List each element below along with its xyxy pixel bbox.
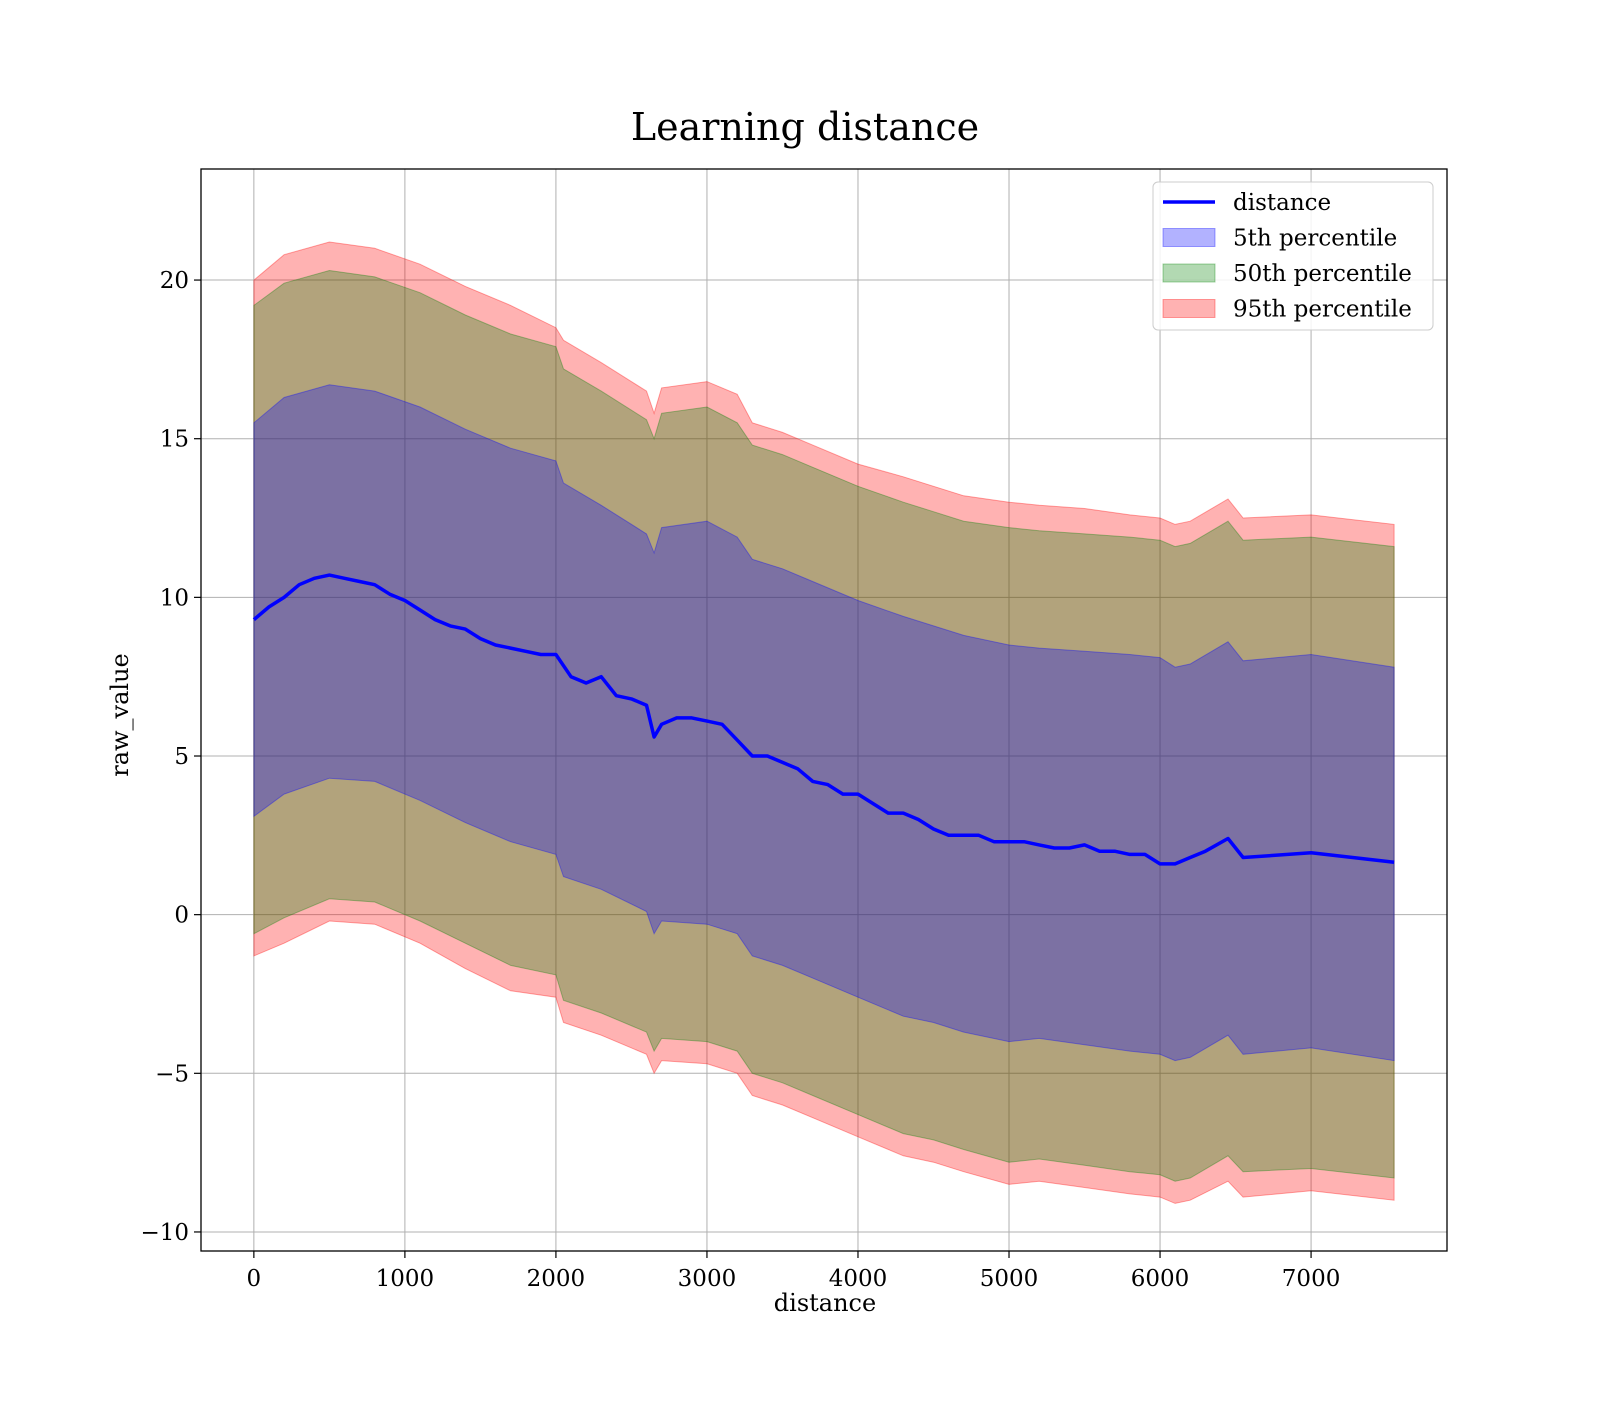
x-tick-label: 1000: [376, 1266, 435, 1292]
y-tick-label: 0: [174, 903, 189, 929]
line-layer: [252, 573, 1395, 866]
y-tick-label: −5: [155, 1061, 189, 1087]
y-tick-label: 15: [160, 427, 189, 453]
legend-label: distance: [1233, 190, 1331, 216]
y-tick-label: 10: [160, 585, 189, 611]
band-5th-percentile: [253, 384, 1395, 1062]
y-tick-label: 5: [174, 744, 189, 770]
band-95th-percentile: [253, 241, 1395, 1204]
x-tick-label: 4000: [829, 1266, 888, 1292]
legend-patch-swatch: [1162, 263, 1216, 283]
y-tick-label: −10: [140, 1220, 189, 1246]
x-tick-label: 7000: [1282, 1266, 1341, 1292]
series-line-distance: [252, 573, 1395, 866]
x-tick-label: 2000: [527, 1266, 586, 1292]
legend-patch-swatch: [1162, 228, 1216, 247]
chart-title: Learning distance: [631, 105, 979, 149]
y-tick-label: 20: [160, 268, 189, 294]
band-layer: [253, 241, 1395, 1204]
plot-frame: [200, 168, 1448, 1252]
x-tick-label: 3000: [678, 1266, 737, 1292]
x-tick-label: 0: [247, 1266, 262, 1292]
legend-patch-swatch: [1162, 299, 1216, 318]
legend-box: [1152, 181, 1434, 331]
x-tick-label: 6000: [1131, 1266, 1190, 1292]
band-50th-percentile: [253, 269, 1395, 1182]
legend-label: 95th percentile: [1233, 297, 1412, 323]
y-axis-label: raw_value: [106, 653, 134, 777]
x-axis-label: distance: [774, 1289, 876, 1317]
legend: distance 5th percentile 50th percentile 95t…: [1152, 181, 1434, 331]
tick-layer: 0 1000 2000 3000 4000 5000 6000 7000 −10 −5 0 5 10 15…: [140, 268, 1340, 1292]
grid-layer: [201, 169, 1447, 1251]
legend-label: 50th percentile: [1233, 261, 1412, 287]
legend-label: 5th percentile: [1233, 226, 1397, 252]
x-tick-label: 5000: [980, 1266, 1039, 1292]
